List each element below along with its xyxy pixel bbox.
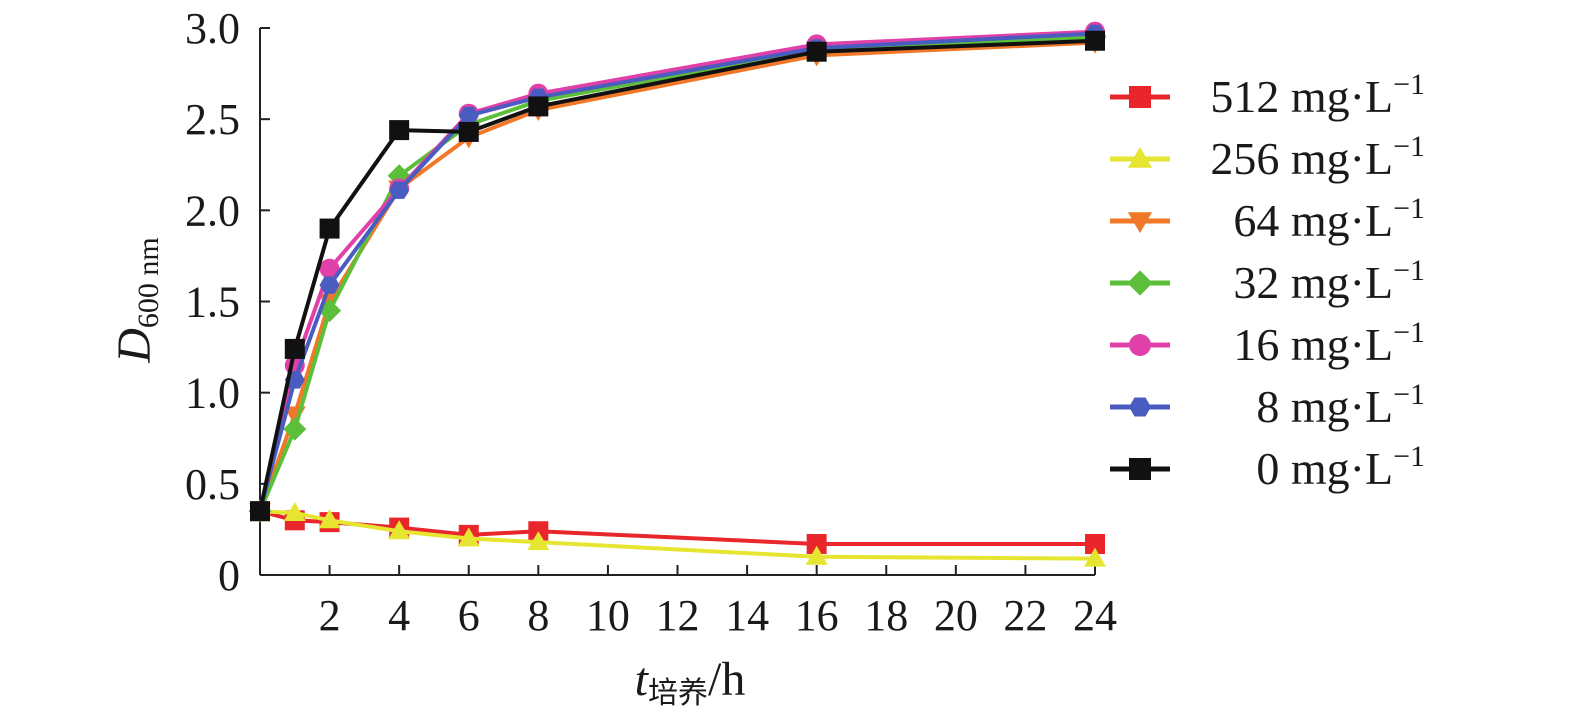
- data-point: [283, 417, 307, 441]
- legend-item: 512 mg·L−1: [1110, 68, 1425, 122]
- legend-item: 8 mg·L−1: [1110, 378, 1425, 432]
- legend-label: 512 mg·L−1: [1210, 68, 1425, 122]
- legend-item: 0 mg·L−1: [1110, 440, 1425, 494]
- data-point: [388, 520, 411, 540]
- x-tick-label: 4: [388, 591, 410, 640]
- x-tick-label: 8: [527, 591, 549, 640]
- series-6: [250, 30, 1105, 522]
- x-axis-sub: 培养: [648, 677, 708, 710]
- legend-item: 16 mg·L−1: [1110, 316, 1425, 370]
- x-tick-label: 22: [1003, 591, 1047, 640]
- y-tick-label: 0: [218, 551, 240, 600]
- legend-label: 8 mg·L−1: [1256, 378, 1425, 432]
- x-tick-label: 16: [795, 591, 839, 640]
- data-point: [319, 218, 340, 239]
- data-point: [319, 258, 340, 279]
- series-4: [250, 21, 1105, 522]
- data-point: [527, 531, 550, 551]
- legend-marker: [1129, 458, 1151, 480]
- data-point: [1085, 30, 1105, 51]
- x-axis-var: t: [635, 653, 650, 706]
- x-tick-label: 12: [656, 591, 700, 640]
- x-tick-label: 18: [864, 591, 908, 640]
- y-tick-label: 1.0: [185, 369, 240, 418]
- data-point: [806, 534, 827, 555]
- legend-marker: [1129, 86, 1151, 108]
- legend-marker: [1129, 397, 1151, 417]
- data-point: [319, 276, 340, 294]
- y-axis-var: D: [108, 328, 161, 364]
- legend-marker: [1127, 212, 1153, 234]
- x-tick-label: 20: [934, 591, 978, 640]
- legend-label: 0 mg·L−1: [1256, 440, 1425, 494]
- series-2: [249, 34, 1106, 523]
- series-1: [249, 500, 1106, 567]
- x-tick-label: 2: [319, 591, 341, 640]
- legend-item: 256 mg·L−1: [1110, 130, 1425, 184]
- x-axis-title: t培养/h: [635, 653, 746, 710]
- legend-marker: [1127, 146, 1153, 168]
- series-line: [258, 35, 1096, 512]
- legend-label: 32 mg·L−1: [1233, 254, 1425, 308]
- y-axis-sub: 600 nm: [132, 237, 165, 328]
- data-point: [457, 527, 480, 547]
- series-layer: [248, 21, 1107, 567]
- series-line: [258, 38, 1096, 512]
- data-point: [1085, 534, 1105, 555]
- series-line: [259, 509, 1096, 561]
- series-line: [258, 29, 1096, 512]
- y-tick-label: 0.5: [185, 460, 240, 509]
- legend-marker: [1129, 334, 1151, 356]
- data-point: [805, 545, 828, 565]
- legend-label: 64 mg·L−1: [1233, 192, 1425, 246]
- y-tick-label: 2.0: [185, 186, 240, 235]
- data-point: [284, 338, 305, 359]
- series-line: [258, 40, 1096, 512]
- legend-label: 16 mg·L−1: [1233, 316, 1425, 370]
- data-point: [318, 509, 341, 529]
- series-line: [258, 31, 1096, 512]
- data-point: [389, 181, 410, 199]
- data-point: [458, 121, 479, 142]
- legend-marker: [1127, 270, 1153, 296]
- y-tick-label: 3.0: [185, 4, 240, 53]
- data-point: [806, 41, 827, 62]
- data-point: [1084, 547, 1106, 567]
- legend-label: 256 mg·L−1: [1210, 130, 1425, 184]
- y-axis-title: D600 nm: [108, 237, 165, 364]
- data-point: [250, 501, 270, 522]
- x-tick-label: 6: [458, 591, 480, 640]
- data-point: [528, 96, 549, 117]
- data-point: [389, 120, 410, 141]
- x-axis-unit: /h: [708, 653, 745, 706]
- y-tick-label: 1.5: [185, 278, 240, 327]
- y-tick-label: 2.5: [185, 95, 240, 144]
- legend: 512 mg·L−1 256 mg·L−1 64 mg·L−1 32 mg·L−1 16…: [1110, 68, 1425, 494]
- x-tick-label: 14: [725, 591, 769, 640]
- legend-item: 64 mg·L−1: [1110, 192, 1425, 246]
- series-5: [250, 24, 1105, 520]
- data-point: [283, 502, 306, 522]
- data-point: [458, 106, 479, 125]
- x-tick-label: 24: [1073, 591, 1117, 640]
- series-3: [248, 25, 1107, 523]
- x-tick-label: 10: [586, 591, 630, 640]
- legend-item: 32 mg·L−1: [1110, 254, 1425, 308]
